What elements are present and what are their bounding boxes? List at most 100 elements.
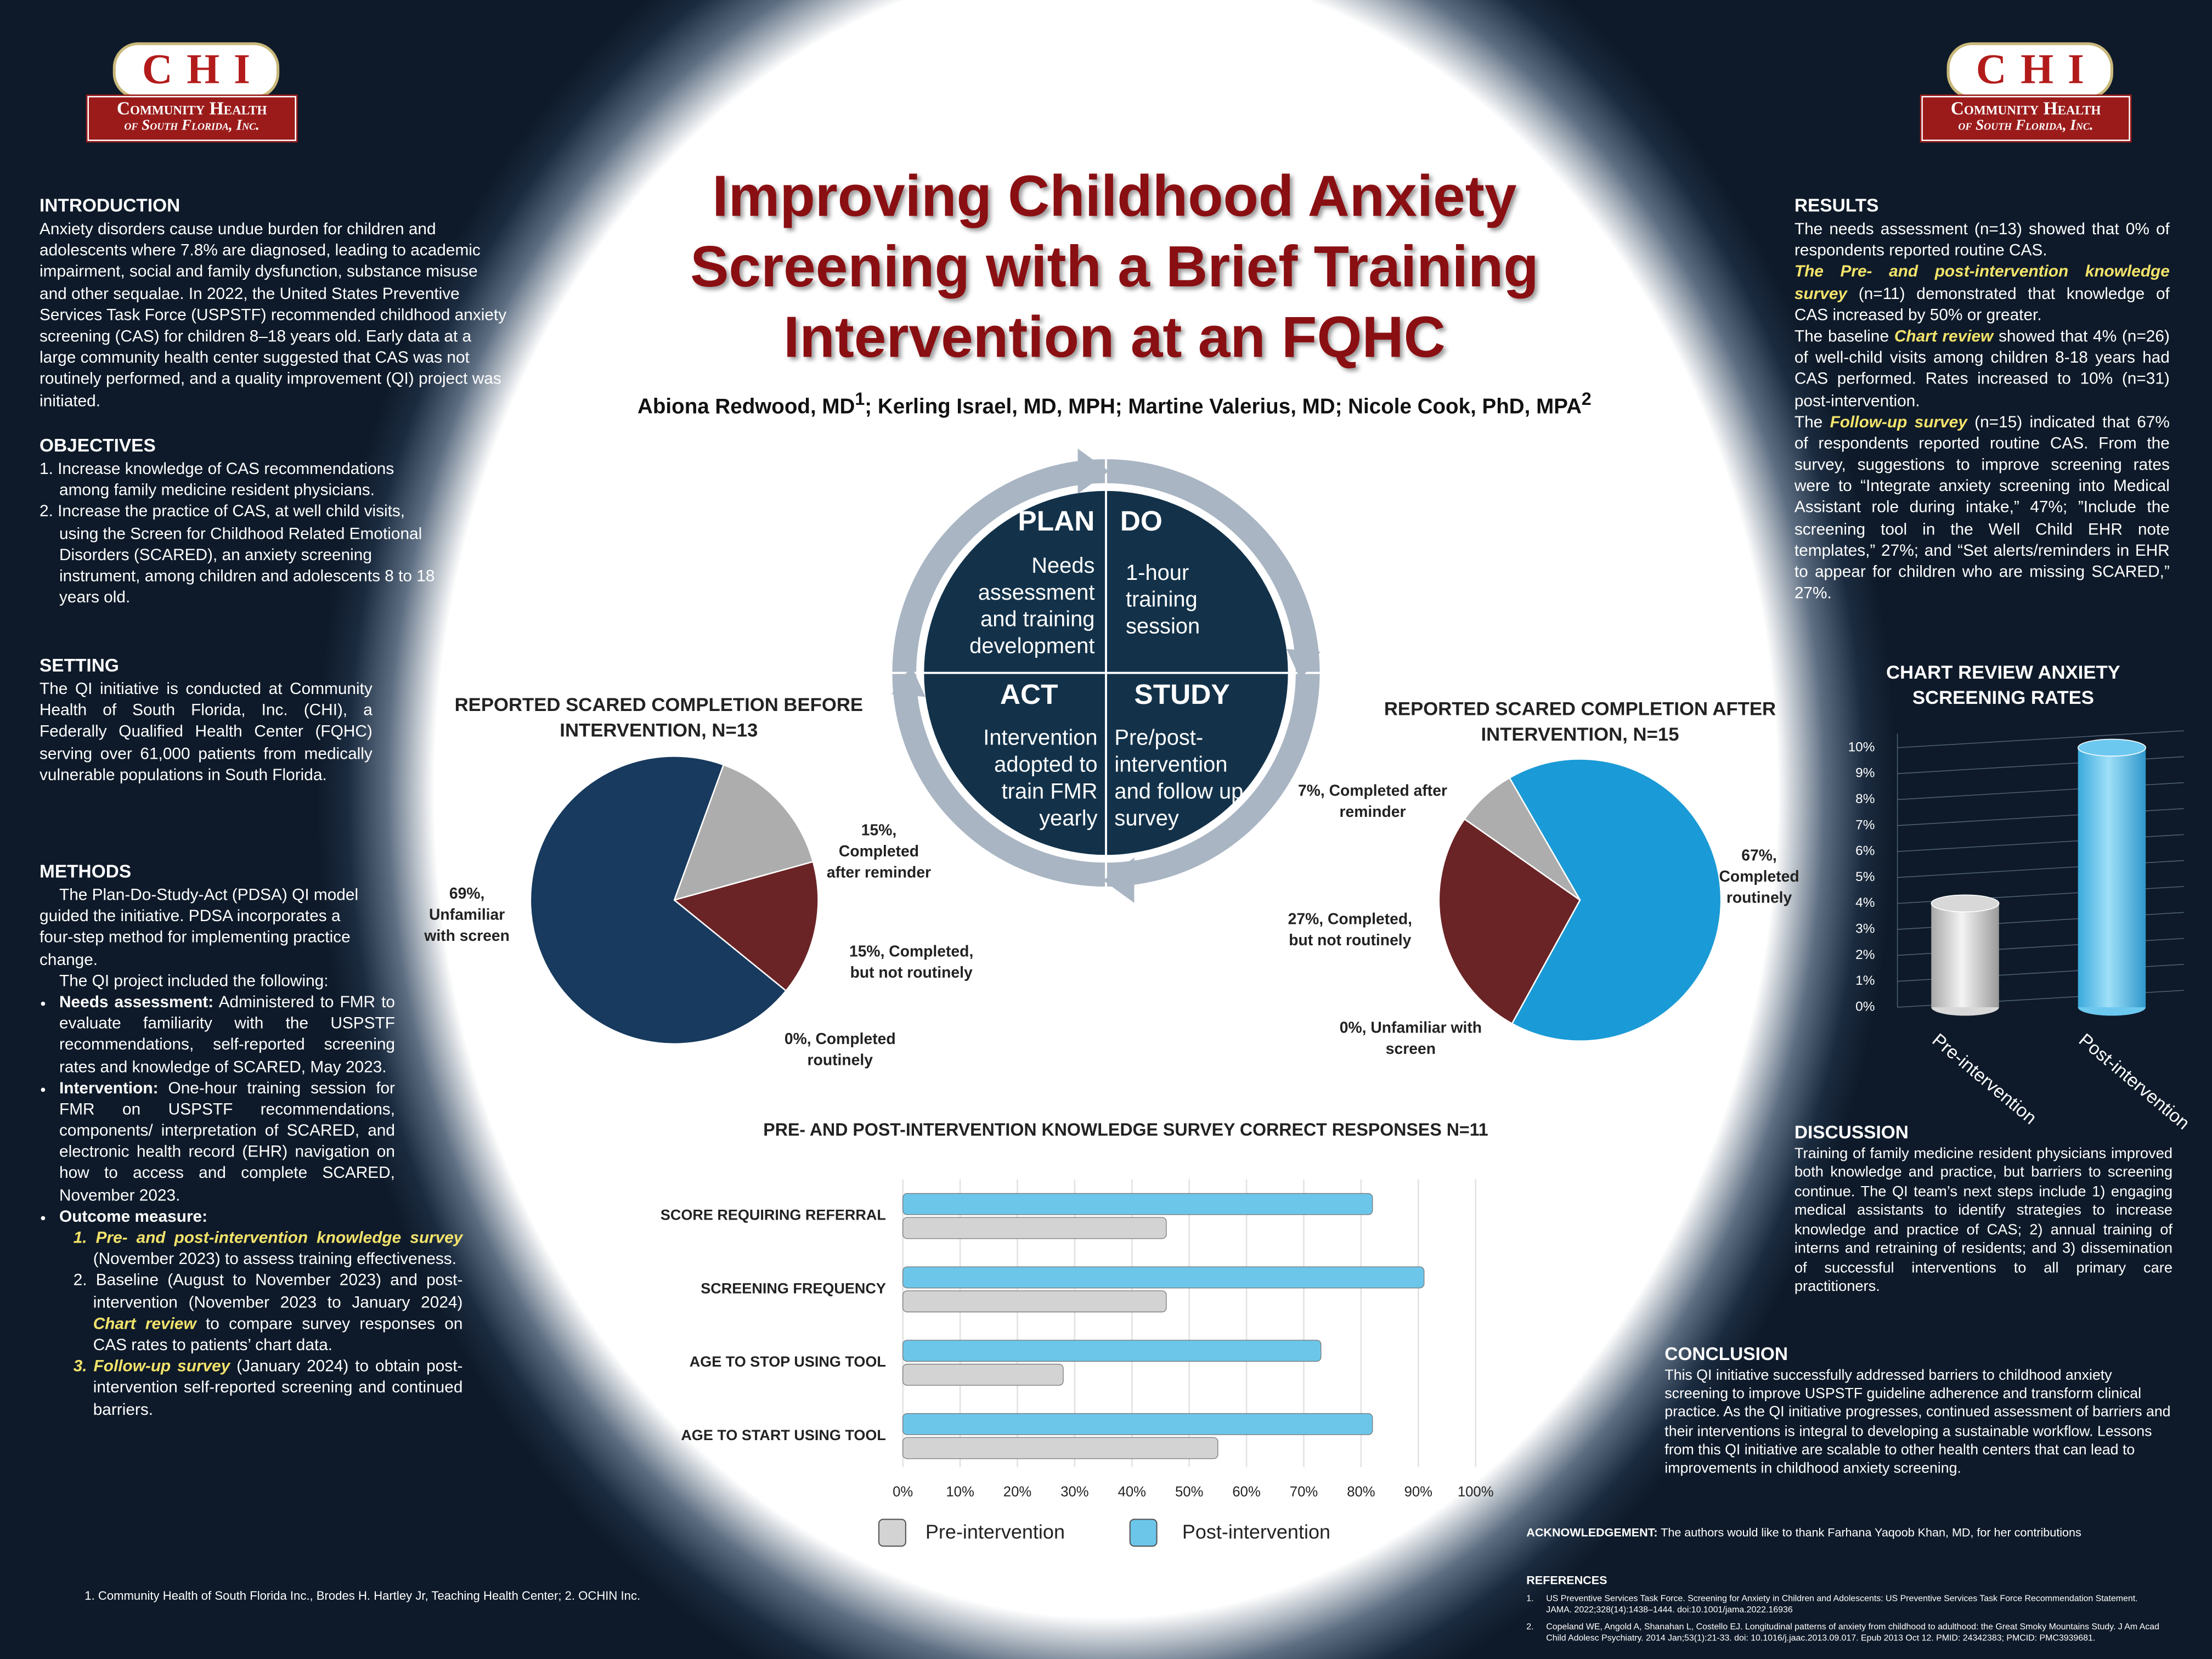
highlight: Chart review	[1894, 327, 1994, 346]
y-tick-label: 2%	[1855, 947, 1875, 962]
legend-label: Pre-intervention	[926, 1521, 1065, 1543]
chart-title: CHART REVIEW ANXIETY SCREENING RATES	[1886, 662, 2120, 709]
cycle-arrow	[1077, 448, 1109, 494]
section-heading: METHODS	[40, 860, 132, 882]
pdsa-text: 1-hour training session	[1126, 561, 1200, 639]
section-text: Training of family medicine resident phy…	[1794, 1146, 2172, 1296]
y-tick-label: 10%	[1848, 740, 1875, 754]
section-text: This QI initiative successfully addresse…	[1664, 1368, 2171, 1477]
slice-label: 15%, Completed, but not routinely	[849, 944, 974, 982]
x-tick-label: 10%	[946, 1484, 974, 1499]
y-tick-label: 6%	[1855, 844, 1875, 859]
outcome-num: 1.	[73, 1228, 87, 1248]
objectives: OBJECTIVES 1. Increase knowledge of CAS …	[40, 435, 442, 608]
methods: METHODS The Plan-Do-Study-Act (PDSA) QI …	[40, 861, 462, 1420]
logo: CHI Community Health of South Florida, In…	[1920, 40, 2133, 153]
pdsa-cycle	[883, 448, 1329, 903]
pdsa-label: PLAN	[988, 505, 1094, 540]
bar	[902, 1363, 1064, 1386]
highlight: Chart review	[93, 1314, 196, 1333]
x-tick-label: 80%	[1347, 1484, 1375, 1499]
bar	[902, 1340, 1322, 1362]
objective: 2. Increase the practice of CAS, at well…	[40, 503, 435, 607]
logo: CHI Community Health of South Florida, In…	[86, 40, 299, 153]
ref-text: Copeland WE, Angold A, Shanahan L, Coste…	[1546, 1622, 2159, 1644]
outcome-item: 2. Baseline (August to November 2023) an…	[74, 1270, 463, 1356]
x-tick-label: 70%	[1290, 1484, 1318, 1499]
result-text: showed that 4% (n=26) of well-child visi…	[1794, 327, 2170, 410]
reference: 1. US Preventive Services Task Force. Scr…	[1526, 1594, 2161, 1617]
discussion: DISCUSSION Training of family medicine r…	[1795, 1121, 2172, 1297]
introduction: INTRODUCTION Anxiety disorders cause und…	[40, 195, 508, 411]
objective: 1. Increase knowledge of CAS recommendat…	[40, 460, 394, 500]
conclusion: CONCLUSION This QI initiative successful…	[1664, 1343, 2172, 1479]
logo-box: Community Health of South Florida, Inc.	[86, 94, 298, 143]
bar	[902, 1290, 1167, 1313]
author-text: ; Kerling Israel, MD, MPH; Martine Valer…	[865, 395, 1582, 419]
result-text: (n=11) demonstrated that knowledge of CA…	[1794, 284, 2170, 324]
x-tick-label: 60%	[1232, 1484, 1260, 1499]
author-affiliation: 2	[1581, 389, 1592, 409]
x-tick-label: Pre-intervention	[1928, 1030, 2040, 1128]
pdsa-step: ACT	[1000, 680, 1058, 711]
y-tick-label: 8%	[1855, 792, 1875, 806]
y-tick-label: AGE TO STOP USING TOOL	[690, 1353, 886, 1370]
results: RESULTS The needs assessment (n=13) show…	[1795, 195, 2170, 605]
section-heading: DISCUSSION	[1794, 1121, 1909, 1143]
section-text: Anxiety disorders cause undue burden for…	[40, 220, 507, 410]
legend-label: Post-intervention	[1182, 1521, 1330, 1543]
result-text: The baseline	[1794, 327, 1894, 346]
logo-name: Community Health	[1950, 97, 2101, 119]
cycle-arrow	[891, 665, 926, 697]
result-paragraph: The Follow-up survey (n=15) indicated th…	[1795, 411, 2170, 604]
outcome-num: 3.	[73, 1357, 87, 1376]
method-label: Outcome measure:	[59, 1207, 208, 1226]
chart-title: REPORTED SCARED COMPLETION AFTER INTERVE…	[1384, 698, 1776, 746]
highlight: Follow-up survey	[1830, 413, 1967, 432]
ref-num: 1.	[1526, 1594, 1534, 1604]
x-tick-label: 40%	[1118, 1484, 1146, 1499]
outcome-text: to compare survey responses on CAS rates…	[93, 1314, 463, 1355]
author-text: Abiona Redwood, MD	[637, 395, 855, 419]
pdsa-text: Pre/post-intervention and follow up surv…	[1114, 726, 1244, 831]
logo-place: of South Florida, Inc.	[124, 119, 259, 134]
ref-text: US Preventive Services Task Force. Scree…	[1546, 1594, 2138, 1616]
x-tick-label: 90%	[1404, 1484, 1432, 1499]
pdsa-label: DO	[1120, 505, 1247, 540]
highlight: Pre- and post-intervention knowledge sur…	[95, 1228, 463, 1248]
pdsa-label: STUDY	[1134, 679, 1261, 713]
legend-swatch	[878, 1519, 906, 1547]
slice-label: 15%, Completed after reminder	[826, 822, 932, 882]
method-item: Outcome measure: 1. Pre- and post-interv…	[59, 1206, 462, 1420]
setting: SETTING The QI initiative is conducted a…	[40, 654, 373, 786]
pie-slice	[1463, 777, 1581, 901]
section-text: The Plan-Do-Study-Act (PDSA) QI model gu…	[40, 885, 359, 969]
result-text: (n=15) indicated that 67% of respondents…	[1794, 413, 2170, 603]
section-heading: OBJECTIVES	[40, 435, 156, 456]
logo-initials: CHI	[112, 42, 280, 99]
y-tick-label: 3%	[1855, 922, 1875, 936]
y-tick-label: 5%	[1855, 870, 1875, 884]
outcome-item: 3. Follow-up survey (January 2024) to ob…	[74, 1356, 463, 1420]
cycle-arrow	[1103, 857, 1135, 903]
bar	[902, 1413, 1373, 1435]
outcome-text: (January 2024) to obtain post-interventi…	[93, 1357, 463, 1419]
y-tick-label: SCORE REQUIRING REFERRAL	[661, 1207, 886, 1223]
method-label: Intervention:	[59, 1079, 159, 1097]
pdsa-step: PLAN	[1018, 506, 1095, 538]
pie-slice	[1508, 758, 1722, 1042]
method-item: Intervention: One-hour training session …	[59, 1077, 395, 1206]
slice-label: 67%, Completed routinely	[1719, 848, 1799, 907]
poster-title: Improving Childhood Anxiety Screening wi…	[690, 163, 1539, 370]
y-tick-label: 1%	[1855, 973, 1875, 988]
grid-line	[1897, 730, 2184, 748]
pie-slice	[1438, 818, 1581, 1025]
logo-place: of South Florida, Inc.	[1958, 119, 2094, 134]
bar	[2078, 747, 2146, 1007]
section-text: The QI initiative is conducted at Commun…	[40, 680, 373, 785]
pie-slice	[529, 755, 787, 1045]
x-tick-label: 30%	[1060, 1484, 1088, 1499]
bar-cap	[1931, 894, 2000, 912]
